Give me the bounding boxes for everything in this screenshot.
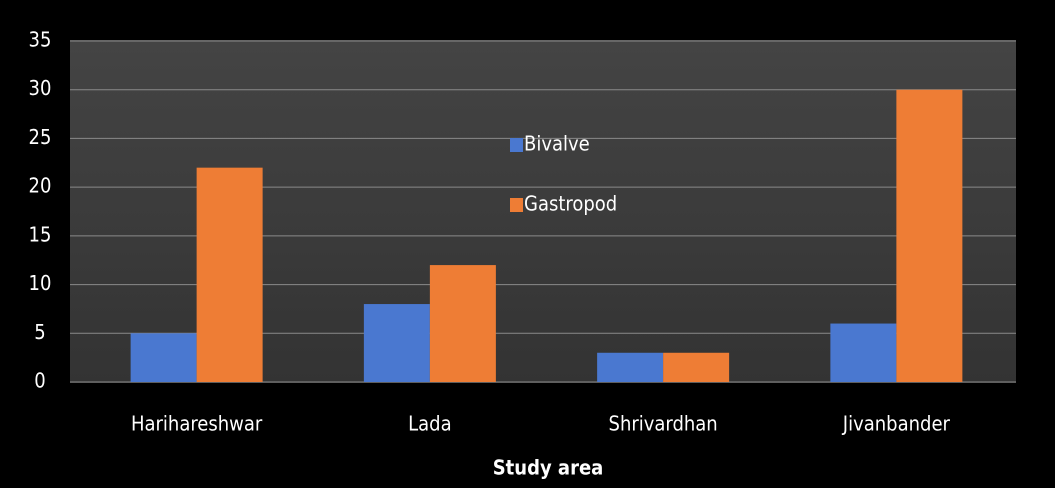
bar [597, 352, 664, 382]
x-tick-label: Harihareshwar [131, 412, 263, 436]
legend-swatch [510, 138, 523, 152]
bar [363, 304, 430, 382]
bar [196, 167, 263, 382]
legend-swatch [510, 198, 523, 212]
y-tick-label: 0 [34, 369, 45, 393]
y-tick-label: 20 [29, 174, 52, 198]
legend-label: Bivalve [524, 132, 590, 156]
y-tick-label: 30 [29, 76, 52, 100]
bar [663, 352, 730, 382]
x-tick-label: Lada [408, 412, 452, 436]
bar [130, 333, 197, 382]
y-tick-label: 35 [29, 28, 52, 52]
bar [830, 323, 897, 382]
x-tick-label: Jivanbander [842, 412, 951, 436]
x-axis-title: Study area [493, 456, 604, 480]
y-tick-label: 10 [29, 271, 52, 295]
y-tick-label: 15 [29, 222, 52, 246]
bar [896, 89, 963, 382]
y-tick-label: 25 [29, 125, 52, 149]
legend-label: Gastropod [524, 192, 617, 216]
bar [429, 265, 496, 382]
x-tick-label: Shrivardhan [609, 412, 718, 436]
y-tick-label: 5 [34, 320, 45, 344]
